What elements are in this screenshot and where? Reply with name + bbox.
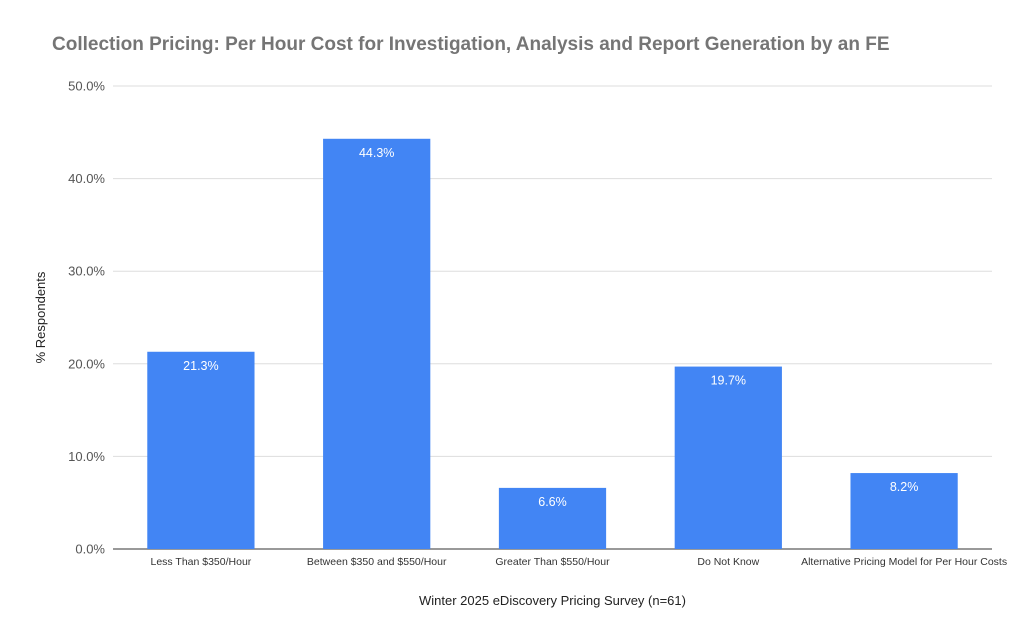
bar bbox=[674, 366, 782, 549]
y-axis-title: % Respondents bbox=[33, 271, 48, 363]
data-label: 44.3% bbox=[359, 146, 394, 160]
bar bbox=[498, 487, 607, 549]
y-tick-label: 30.0% bbox=[68, 264, 105, 279]
bar bbox=[147, 351, 255, 549]
x-tick-label: Greater Than $550/Hour bbox=[495, 556, 610, 568]
x-axis-title: Winter 2025 eDiscovery Pricing Survey (n… bbox=[419, 593, 686, 608]
y-tick-label: 40.0% bbox=[68, 171, 105, 186]
data-label: 6.6% bbox=[538, 495, 567, 509]
y-tick-label: 50.0% bbox=[68, 79, 105, 94]
y-tick-label: 0.0% bbox=[75, 542, 105, 557]
x-tick-label: Less Than $350/Hour bbox=[151, 556, 252, 568]
data-label: 8.2% bbox=[890, 480, 919, 494]
y-tick-label: 10.0% bbox=[68, 449, 105, 464]
y-tick-label: 20.0% bbox=[68, 356, 105, 371]
bar bbox=[323, 138, 431, 550]
data-label: 21.3% bbox=[183, 359, 218, 373]
x-tick-label: Do Not Know bbox=[697, 556, 759, 568]
x-tick-label: Between $350 and $550/Hour bbox=[307, 556, 447, 568]
data-label: 19.7% bbox=[711, 374, 746, 388]
bar bbox=[850, 473, 958, 549]
x-tick-label: Alternative Pricing Model for Per Hour C… bbox=[801, 556, 1007, 568]
chart-title: Collection Pricing: Per Hour Cost for In… bbox=[52, 34, 890, 55]
